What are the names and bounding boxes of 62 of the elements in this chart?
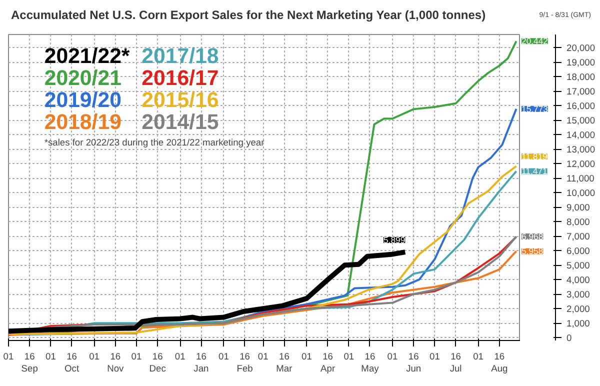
- x-tick-label: 16 May: [361, 352, 380, 374]
- x-tick-label: 01: [302, 352, 312, 362]
- data-label: 15,773: [522, 104, 548, 114]
- x-tick-label: 01: [218, 352, 229, 362]
- y-tick-label: 17,000: [566, 86, 596, 97]
- x-tick-label: 16 Aug: [491, 352, 508, 374]
- text: 2019/20: [44, 88, 122, 112]
- x-tick-label: 16 Jan: [194, 352, 209, 374]
- text: 2017/18: [142, 44, 219, 68]
- x-tick-label: 01: [3, 352, 14, 362]
- data-label: 11,819: [522, 152, 548, 162]
- data-label: 11,471: [522, 166, 548, 176]
- y-tick-label: 6,000: [566, 246, 590, 256]
- y-tick-label: 18,000: [566, 72, 596, 82]
- text: 2018/19: [44, 110, 122, 134]
- x-tick-label: 16 Jul: [450, 352, 462, 374]
- y-tick-label: 20,000: [566, 43, 596, 54]
- data-label: 5,899: [384, 235, 406, 246]
- x-tick-label: 16 Apr: [320, 352, 336, 374]
- x-tick-label: 16 Nov: [107, 352, 124, 374]
- x-tick-label: 01: [430, 352, 440, 362]
- y-tick-label: 11,000: [566, 174, 594, 184]
- y-tick-label: 13,000: [566, 144, 596, 155]
- y-tick-label: 12,000: [566, 159, 596, 170]
- x-tick-label: 16 Jun: [406, 352, 422, 374]
- y-tick-label: 16,000: [566, 101, 596, 112]
- text: 2015/16: [142, 88, 219, 112]
- x-tick-label: 01: [387, 352, 398, 362]
- y-tick-label: 8,000: [566, 217, 590, 228]
- y-tick-label: 5,000: [566, 260, 590, 271]
- x-tick-label: 01: [131, 352, 142, 362]
- x-tick-label: 16 Sep: [21, 352, 38, 374]
- chart-title: Accumulated Net U.S. Corn Export Sales for the Next Marketing Year (1,000 tonnes): [11, 7, 486, 24]
- data-label: 20,442: [522, 36, 548, 46]
- y-tick-label: 0: [566, 333, 572, 344]
- y-tick-label: 1,000: [566, 318, 590, 329]
- x-tick-label: 16 Oct: [64, 352, 80, 374]
- x-tick-label: 01: [174, 352, 186, 362]
- x-tick-label: 16 Feb: [236, 352, 253, 374]
- y-tick-label: 4,000: [566, 275, 590, 286]
- text: 2020/21: [44, 66, 122, 90]
- y-tick-label: 2,000: [566, 304, 590, 314]
- annotation: *sales for 2022/23 during the 2021/22 marketing year: [44, 138, 264, 148]
- x-tick-label: 01: [258, 352, 268, 362]
- y-tick-label: 9,000: [566, 202, 590, 213]
- x-tick-label: 01: [473, 352, 484, 362]
- y-tick-label: 7,000: [566, 232, 590, 242]
- data-label: 5,958: [522, 246, 544, 256]
- y-tick-label: 15,000: [566, 116, 596, 126]
- text: 2021/22*: [44, 44, 130, 68]
- x-tick-label: 01: [344, 352, 354, 362]
- x-tick-label: 01: [46, 352, 56, 362]
- text: 2014/15: [142, 110, 219, 134]
- x-tick-label: 01: [89, 352, 100, 362]
- y-tick-label: 19,000: [566, 58, 596, 68]
- data-label: 6,968: [522, 232, 544, 242]
- y-tick-label: 14,000: [566, 130, 596, 140]
- y-tick-label: 3,000: [566, 290, 590, 300]
- x-tick-label: 16 Mar: [276, 352, 292, 374]
- x-tick-label: 16 Dec: [149, 352, 166, 374]
- text: 2016/17: [142, 66, 219, 90]
- y-tick-label: 10,000: [566, 188, 596, 198]
